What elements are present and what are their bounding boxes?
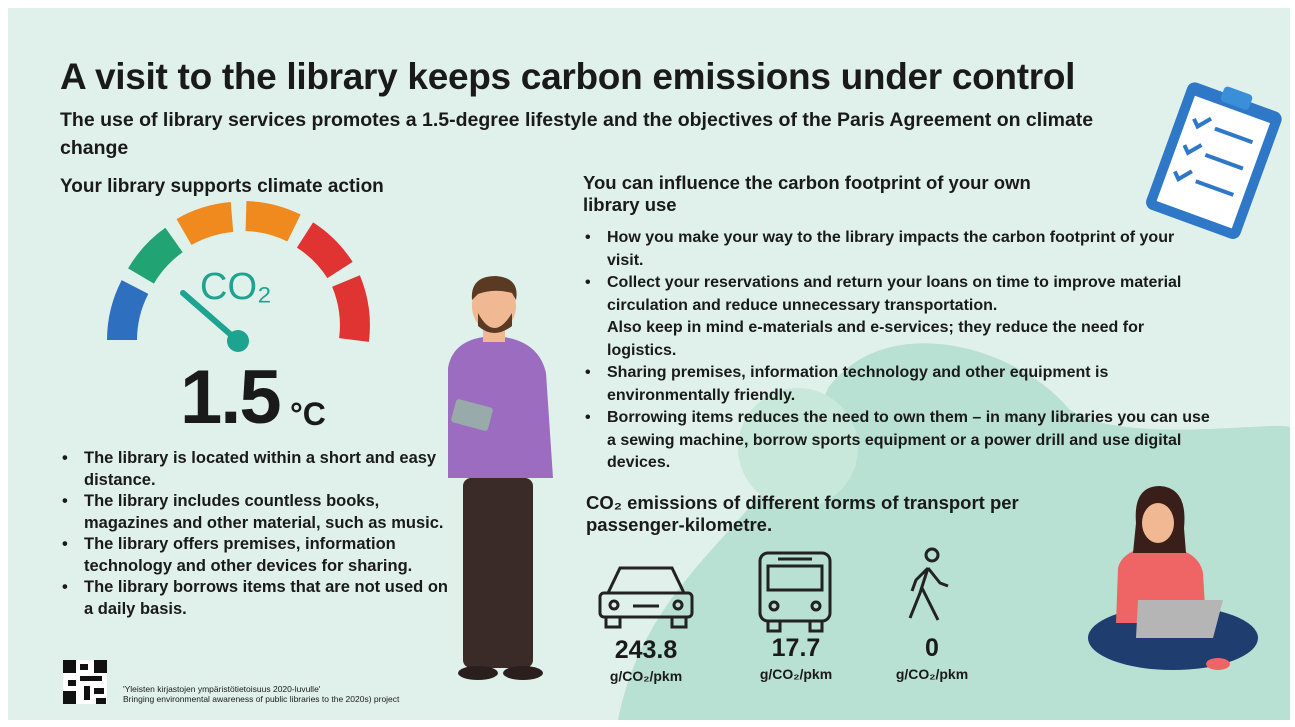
bullet-text: Sharing premises, information technology… <box>607 364 1109 404</box>
car-icon <box>598 566 694 629</box>
temperature: 1.5 <box>180 355 282 440</box>
temperature-unit: °C <box>290 396 326 432</box>
bullet: The library includes countless books, ma… <box>60 491 450 534</box>
needle <box>180 290 241 344</box>
transport-value: 243.8 <box>614 636 678 664</box>
right-bullets: How you make your way to the library imp… <box>583 227 1213 475</box>
clipboard-icon <box>1146 82 1282 239</box>
transport-value: 0 <box>925 634 939 662</box>
gauge <box>107 201 370 342</box>
transport-unit: g/CO₂/pkm <box>609 668 683 684</box>
bullet: The library borrows items that are not u… <box>60 577 450 620</box>
title: A visit to the library keeps carbon emis… <box>60 56 1076 97</box>
bullet: The library is located within a short an… <box>60 448 450 491</box>
bullet: The library offers premises, information… <box>60 534 450 577</box>
infographic: A visit to the library keeps carbon emis… <box>8 8 1290 720</box>
transport-heading: CO₂ emissions of different forms of tran… <box>586 492 1019 535</box>
walker-icon <box>908 547 949 621</box>
qr-code <box>63 660 107 704</box>
bus-icon <box>758 551 832 633</box>
bullet-note: Also keep in mind e-materials and e-serv… <box>607 319 1145 359</box>
woman-illustration <box>1088 486 1258 670</box>
bullet-text: Collect your reservations and return you… <box>607 274 1182 314</box>
bullet: Borrowing items reduces the need to own … <box>583 407 1213 475</box>
bullet: How you make your way to the library imp… <box>583 227 1213 272</box>
needle-hub <box>227 330 249 352</box>
transport-unit: g/CO₂/pkm <box>895 666 969 682</box>
footer-line: Bringing environmental awareness of publ… <box>123 694 400 704</box>
transport-value: 17.7 <box>771 634 821 662</box>
left-heading: Your library supports climate action <box>60 176 384 197</box>
subtitle: The use of library services promotes a 1… <box>60 109 1094 159</box>
bullet-text: How you make your way to the library imp… <box>607 229 1175 269</box>
bullet: Collect your reservations and return you… <box>583 272 1213 362</box>
bullet-text: Borrowing items reduces the need to own … <box>607 409 1210 471</box>
footer-line: 'Yleisten kirjastojen ympäristötietoisuu… <box>123 684 321 694</box>
footer: 'Yleisten kirjastojen ympäristötietoisuu… <box>123 684 399 704</box>
right-heading: You can influence the carbon footprint o… <box>583 172 1031 215</box>
man-illustration <box>448 276 553 680</box>
bullet: Sharing premises, information technology… <box>583 362 1213 407</box>
left-bullets: The library is located within a short an… <box>60 448 450 620</box>
gauge-label: CO₂ <box>200 266 272 308</box>
transport-unit: g/CO₂/pkm <box>759 666 833 682</box>
